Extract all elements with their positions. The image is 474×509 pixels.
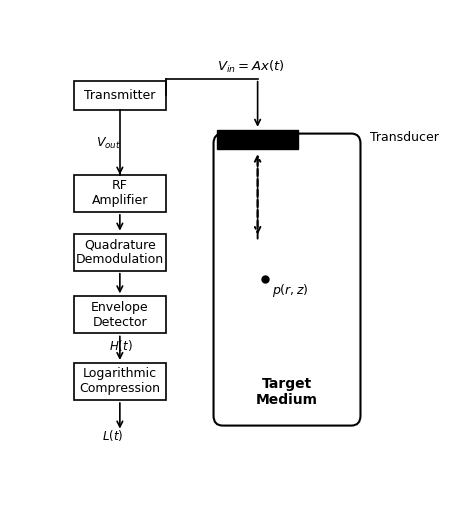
Text: $H(t)$: $H(t)$: [109, 338, 132, 353]
Text: Quadrature
Demodulation: Quadrature Demodulation: [76, 238, 164, 266]
FancyBboxPatch shape: [74, 234, 166, 271]
Text: $L(t)$: $L(t)$: [102, 428, 123, 442]
FancyBboxPatch shape: [74, 80, 166, 110]
Text: $p(r,z)$: $p(r,z)$: [272, 282, 309, 299]
FancyBboxPatch shape: [74, 296, 166, 333]
Text: Target
Medium: Target Medium: [256, 377, 318, 407]
Text: RF
Amplifier: RF Amplifier: [91, 179, 148, 207]
Text: $V_{out}$: $V_{out}$: [96, 136, 121, 151]
Text: Logarithmic
Compression: Logarithmic Compression: [79, 367, 160, 395]
FancyBboxPatch shape: [74, 175, 166, 212]
Text: Transducer: Transducer: [370, 131, 438, 144]
Text: Transmitter: Transmitter: [84, 89, 155, 102]
Text: $V_{in} = Ax(t)$: $V_{in} = Ax(t)$: [217, 59, 284, 75]
FancyBboxPatch shape: [213, 133, 360, 426]
FancyBboxPatch shape: [74, 363, 166, 400]
Text: Envelope
Detector: Envelope Detector: [91, 301, 149, 329]
FancyBboxPatch shape: [217, 130, 298, 149]
